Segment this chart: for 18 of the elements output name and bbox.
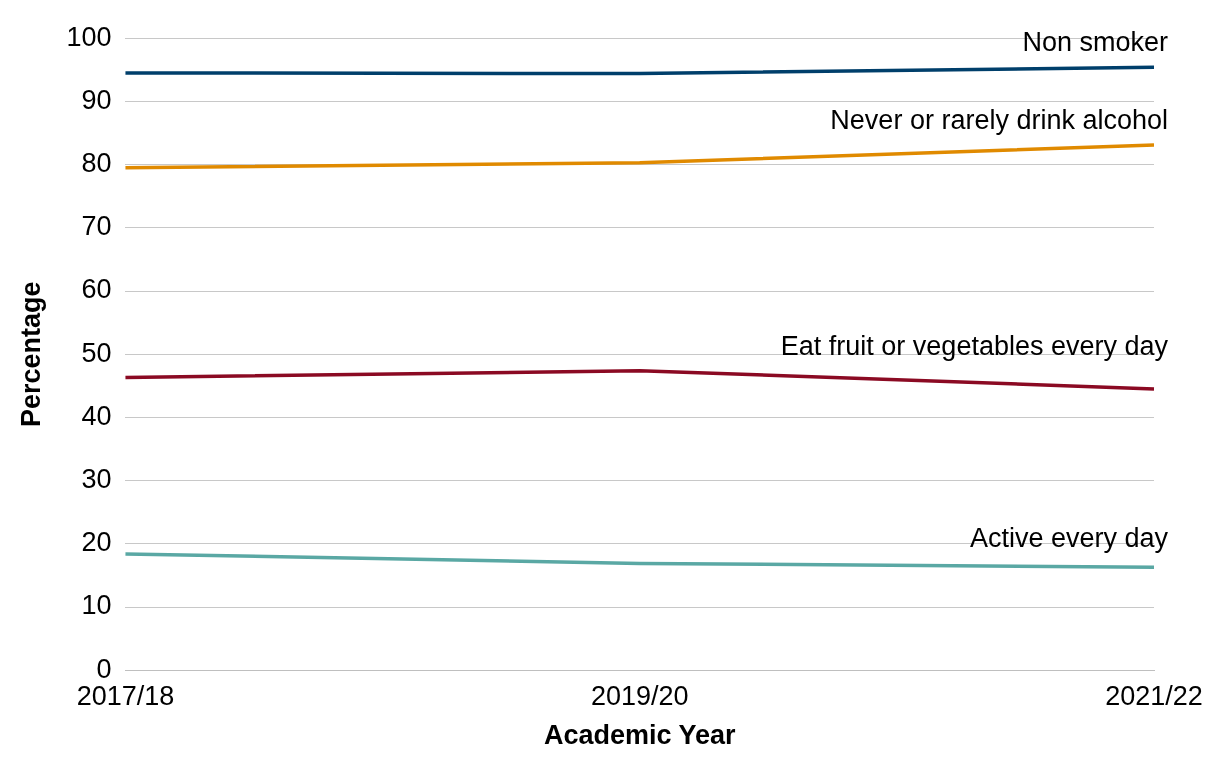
series-label: Active every day [969, 523, 1169, 554]
series-label: Non smoker [1022, 27, 1169, 58]
y-tick-label: 70 [81, 211, 112, 242]
y-tick-label: 60 [81, 274, 112, 305]
y-tick-label: 100 [66, 21, 112, 52]
x-axis-title: Academic Year [543, 720, 737, 751]
y-tick-label: 10 [81, 590, 112, 621]
y-tick-label: 40 [81, 400, 112, 431]
y-tick-label: 80 [81, 148, 112, 179]
x-tick-label: 2019/20 [590, 680, 689, 711]
series-label: Eat fruit or vegetables every day [780, 330, 1169, 361]
y-tick-label: 20 [81, 527, 112, 558]
y-tick-label: 30 [81, 464, 112, 495]
series-label: Never or rarely drink alcohol [830, 104, 1168, 135]
y-tick-label: 90 [81, 84, 112, 115]
y-tick-label: 50 [81, 337, 112, 368]
x-tick-label: 2021/22 [1105, 680, 1203, 711]
y-axis-title: Percentage [15, 281, 46, 427]
